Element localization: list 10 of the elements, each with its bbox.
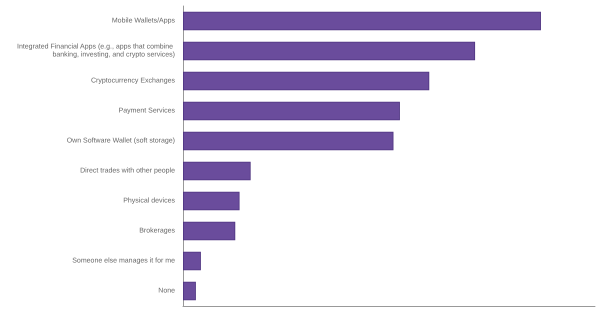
bar [183,102,400,120]
bar [183,282,196,300]
bar [183,132,394,150]
bar [183,42,476,60]
bar [183,72,430,90]
bar [183,192,240,210]
bar [183,252,201,270]
bar [183,222,236,240]
bar [183,162,251,180]
bar [183,12,541,30]
